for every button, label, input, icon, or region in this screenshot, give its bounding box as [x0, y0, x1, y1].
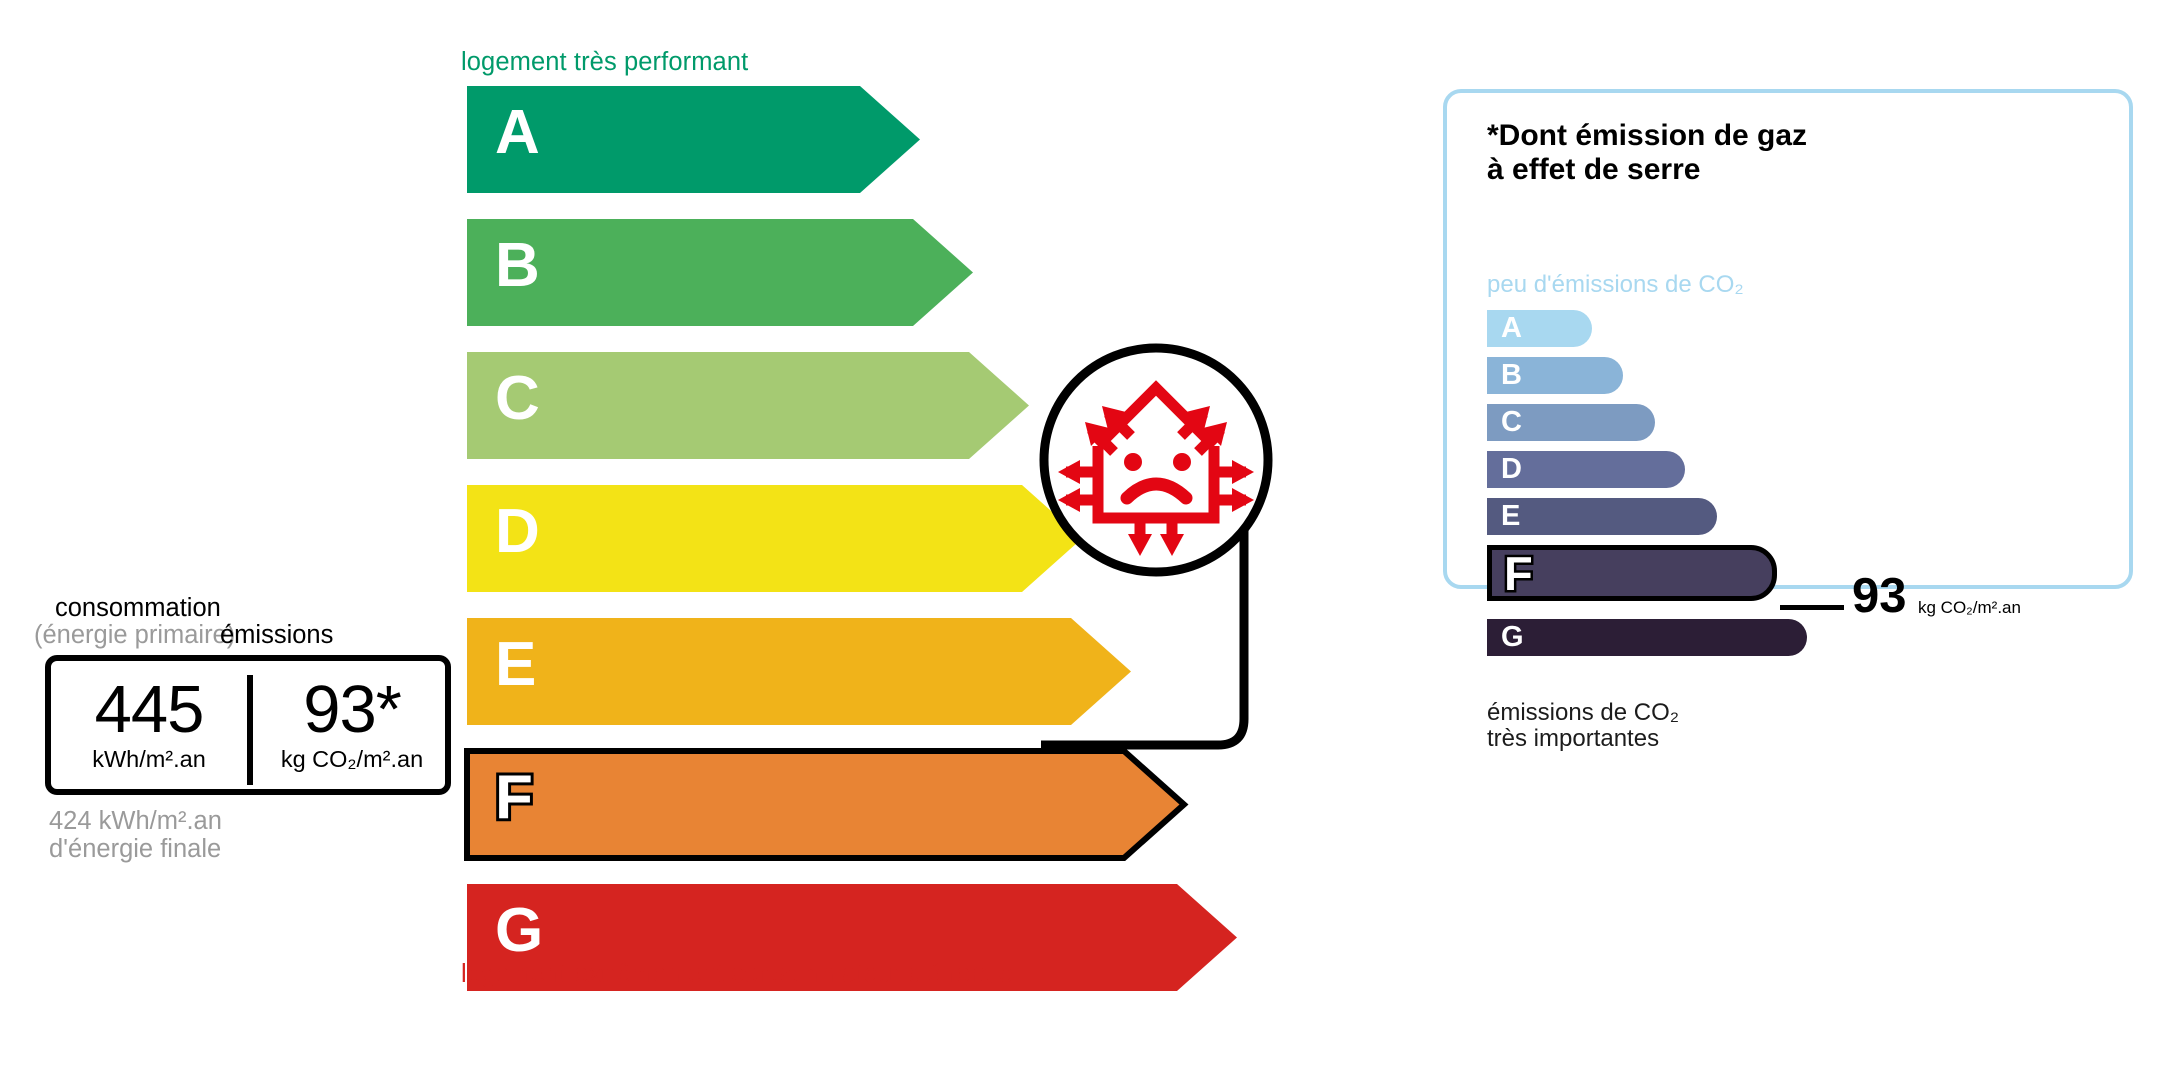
co2-class-letter-A: A — [1501, 312, 1522, 344]
energy-arrow-B — [467, 219, 973, 326]
energy-class-B: B — [461, 213, 979, 326]
co2-class-E: E — [1487, 498, 1717, 535]
energy-class-A: A — [461, 80, 926, 193]
co2-class-letter-B: B — [1501, 359, 1522, 391]
energy-class-letter-A: A — [495, 97, 540, 167]
emissions-unit: kg CO₂/m².an — [280, 746, 424, 773]
co2-caption-top: peu d'émissions de CO₂ — [1487, 271, 1744, 298]
sad-house-heat-loss-icon — [1039, 343, 1273, 577]
badge-connector-line — [1041, 452, 1249, 750]
energy-class-C: C — [461, 346, 1035, 459]
energy-class-E: E — [461, 612, 1137, 725]
energy-arrow-G — [467, 884, 1237, 991]
energy-class-letter-D: D — [495, 496, 540, 566]
co2-class-D: D — [1487, 451, 1685, 488]
consumption-unit: kWh/m².an — [92, 746, 206, 773]
co2-class-C: C — [1487, 404, 1655, 441]
energy-class-D: D — [461, 479, 1088, 592]
co2-value-leader-line — [1780, 605, 1844, 610]
energy-class-letter-C: C — [495, 363, 540, 433]
energy-class-F: F — [461, 745, 1190, 861]
energy-caption-bottom: logement extrêmement consommateur d'éner… — [461, 960, 1014, 988]
co2-class-letter-F: F — [1502, 546, 1536, 600]
energy-arrow-A — [467, 86, 920, 193]
energy-caption-top: logement très performant — [461, 48, 749, 76]
emissions-value-cell: 93* kg CO₂/m².an — [253, 661, 451, 789]
value-box: 445 kWh/m².an 93* kg CO₂/m².an — [45, 655, 451, 795]
co2-class-letter-D: D — [1501, 453, 1522, 485]
co2-caption-bottom: émissions de CO₂ très importantes — [1487, 699, 1680, 753]
co2-value: 93 — [1852, 569, 1907, 623]
co2-class-letter-C: C — [1501, 406, 1522, 438]
energy-class-G: G — [461, 878, 1243, 991]
co2-class-letter-G: G — [1501, 621, 1524, 653]
final-energy-note: 424 kWh/m².an d'énergie finale — [49, 807, 222, 863]
value-box-divider — [247, 675, 253, 785]
energy-class-letter-F: F — [492, 762, 536, 832]
consumption-sublabel: (énergie primaire) — [34, 621, 236, 649]
energy-class-letter-E: E — [495, 629, 537, 699]
energy-arrow-E — [467, 618, 1131, 725]
co2-panel-title: *Dont émission de gaz à effet de serre — [1487, 119, 1808, 186]
co2-class-letter-E: E — [1501, 500, 1521, 532]
co2-class-G: G — [1487, 619, 1807, 656]
co2-value-unit: kg CO₂/m².an — [1918, 598, 2021, 617]
co2-class-F: F — [1487, 545, 1777, 601]
co2-class-B: B — [1487, 357, 1623, 394]
energy-class-letter-B: B — [495, 230, 540, 300]
consumption-label: consommation — [55, 594, 221, 622]
emissions-label: émissions — [220, 621, 334, 649]
energy-arrow-C — [467, 352, 1029, 459]
consumption-value-cell: 445 kWh/m².an — [51, 661, 247, 789]
co2-class-A: A — [1487, 310, 1592, 347]
emissions-value: 93* — [303, 671, 402, 747]
energy-arrow-D — [467, 485, 1082, 592]
consumption-value: 445 — [94, 671, 205, 747]
energy-arrow-F — [464, 748, 1189, 861]
energy-class-letter-G: G — [495, 895, 544, 965]
